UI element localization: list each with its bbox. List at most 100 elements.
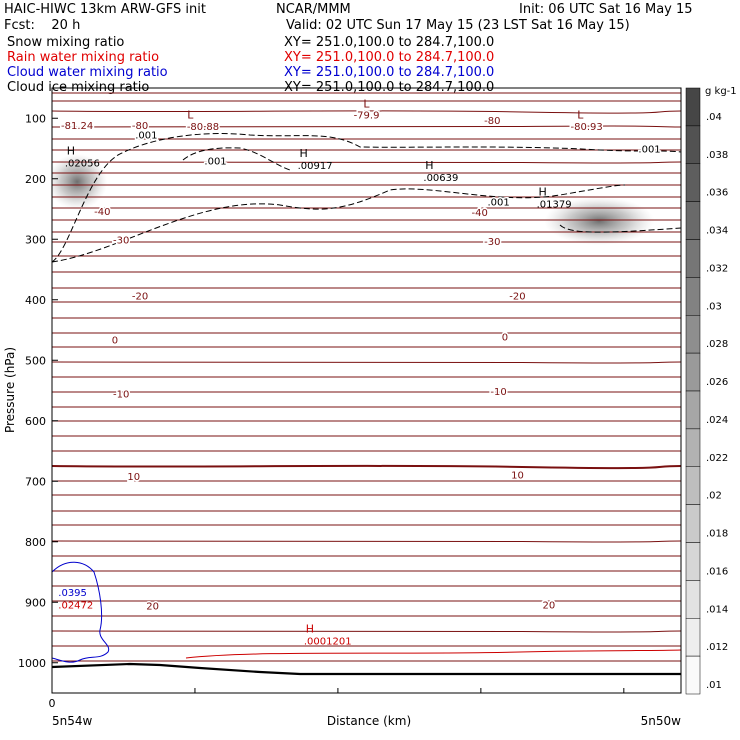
init-time: Init: 06 UTC Sat 16 May 15 [519, 2, 693, 17]
ice-contour-label: .001 [638, 145, 660, 156]
y-tick-label: 1000 [18, 657, 46, 670]
colorbar-label: .036 [706, 188, 728, 199]
colorbar-label: .026 [706, 377, 728, 388]
colorbar-swatch [685, 239, 701, 278]
temperature-label: -30 [484, 237, 500, 248]
isotherm [52, 161, 681, 164]
colorbar-swatch [685, 428, 701, 467]
colorbar: .04 .038 .036 .034 .032 .03 .028 .026 .024 .022 .0… [685, 87, 728, 695]
colorbar-swatch [685, 618, 701, 657]
snow-maximum [52, 153, 108, 210]
forecast-hour: Fcst: 20 h [4, 18, 81, 33]
colorbar-swatch [685, 504, 701, 543]
temperature-label: 0 [502, 333, 508, 344]
extremum-value: .01379 [537, 200, 572, 211]
isotherm [52, 125, 681, 128]
extremum-value: .0001201 [304, 637, 352, 648]
title-left: HAIC-HIWC 13km ARW-GFS init [4, 2, 206, 17]
colorbar-label: .01 [706, 680, 722, 691]
low-marker: L [363, 97, 370, 110]
colorbar-swatch [685, 352, 701, 392]
temperature-label: -40 [94, 207, 110, 218]
colorbar-swatch [685, 466, 701, 505]
colorbar-label: .038 [706, 150, 728, 161]
y-tick-label: 300 [25, 233, 46, 246]
colorbar-swatch [685, 277, 701, 316]
colorbar-label: .012 [706, 642, 728, 653]
isotherm [52, 110, 681, 114]
extremum-value: .00917 [298, 161, 333, 172]
ice-contour-label: .001 [135, 131, 157, 142]
temperature-label: -10 [113, 390, 129, 401]
colorbar-label: .022 [706, 453, 728, 464]
colorbar-label: .02 [706, 491, 722, 502]
isotherm [52, 464, 681, 470]
y-tick-label: 100 [25, 112, 46, 125]
field-snow-name: Snow mixing ratio [7, 35, 125, 50]
valid-time: Valid: 02 UTC Sun 17 May 15 (23 LST Sat … [286, 18, 630, 33]
y-tick-label: 400 [25, 294, 46, 307]
ice-contour-label: .001 [487, 198, 509, 209]
temperature-label: -10 [490, 387, 506, 398]
extremum-value: .02056 [65, 159, 100, 170]
colorbar-swatch [685, 125, 701, 164]
high-marker: H [306, 623, 314, 636]
colorbar-label: .018 [706, 529, 728, 540]
low-marker: L [577, 108, 584, 121]
y-tick-label: 700 [25, 475, 46, 488]
colorbar-swatch [685, 542, 701, 581]
x-start-label: 5n54w [52, 714, 93, 728]
isotherm [52, 630, 681, 633]
temperature-label: -79.9 [354, 111, 380, 122]
high-marker: H [425, 159, 433, 172]
y-tick-label: 500 [25, 354, 46, 367]
y-tick-label: 800 [25, 536, 46, 549]
temperature-label: -20 [132, 292, 148, 303]
temperature-label: 0 [112, 336, 118, 347]
y-tick-label: 600 [25, 415, 46, 428]
field-rain-name: Rain water mixing ratio [7, 50, 160, 65]
colorbar-swatch [685, 580, 701, 619]
colorbar-label: .014 [706, 604, 728, 615]
colorbar-swatch [685, 390, 701, 430]
temperature-label: -80 [132, 121, 148, 132]
field-rain-xy: XY= 251.0,100.0 to 284.7,100.0 [284, 50, 495, 65]
x-axis-label: Distance (km) [327, 714, 411, 728]
isotherm [52, 361, 681, 364]
temperature-label: -20 [509, 292, 525, 303]
ice-contour [52, 133, 681, 263]
y-axis-label: Pressure (hPa) [3, 347, 17, 433]
colorbar-unit: g kg-1 [705, 86, 737, 97]
low-marker: L [187, 108, 194, 121]
colorbar-label: .024 [706, 415, 728, 426]
cloud-water-contour [52, 561, 110, 663]
field-cloudwater-name: Cloud water mixing ratio [7, 65, 168, 80]
temperature-label: -80.93 [571, 122, 603, 133]
temperature-label: -81.24 [61, 121, 93, 132]
temperature-label: 10 [511, 471, 524, 482]
snow-maximum [544, 197, 655, 246]
title-center: NCAR/MMM [276, 2, 351, 17]
temperature-label: 20 [543, 601, 556, 612]
terrain-line [52, 662, 681, 676]
temperature-label: -80 [484, 116, 500, 127]
colorbar-label: .034 [706, 226, 728, 237]
colorbar-swatch [685, 163, 701, 202]
plot-frame [51, 87, 682, 694]
colorbar-label: .04 [706, 112, 722, 123]
colorbar-label: .028 [706, 339, 728, 350]
colorbar-swatch [685, 655, 701, 695]
temperature-label: 20 [146, 601, 159, 612]
extremum-value: .00639 [423, 173, 458, 184]
colorbar-swatch [685, 315, 701, 354]
colorbar-label: .016 [706, 566, 728, 577]
rain-contour [185, 649, 681, 659]
high-marker: H [67, 145, 75, 158]
colorbar-swatch [685, 201, 701, 240]
cloud-water-label: .02472 [58, 601, 93, 612]
colorbar-label: .03 [706, 301, 722, 312]
temperature-label: -80.88 [187, 122, 219, 133]
isotherm [52, 540, 681, 543]
field-cloudwater-xy: XY= 251.0,100.0 to 284.7,100.0 [284, 65, 495, 80]
